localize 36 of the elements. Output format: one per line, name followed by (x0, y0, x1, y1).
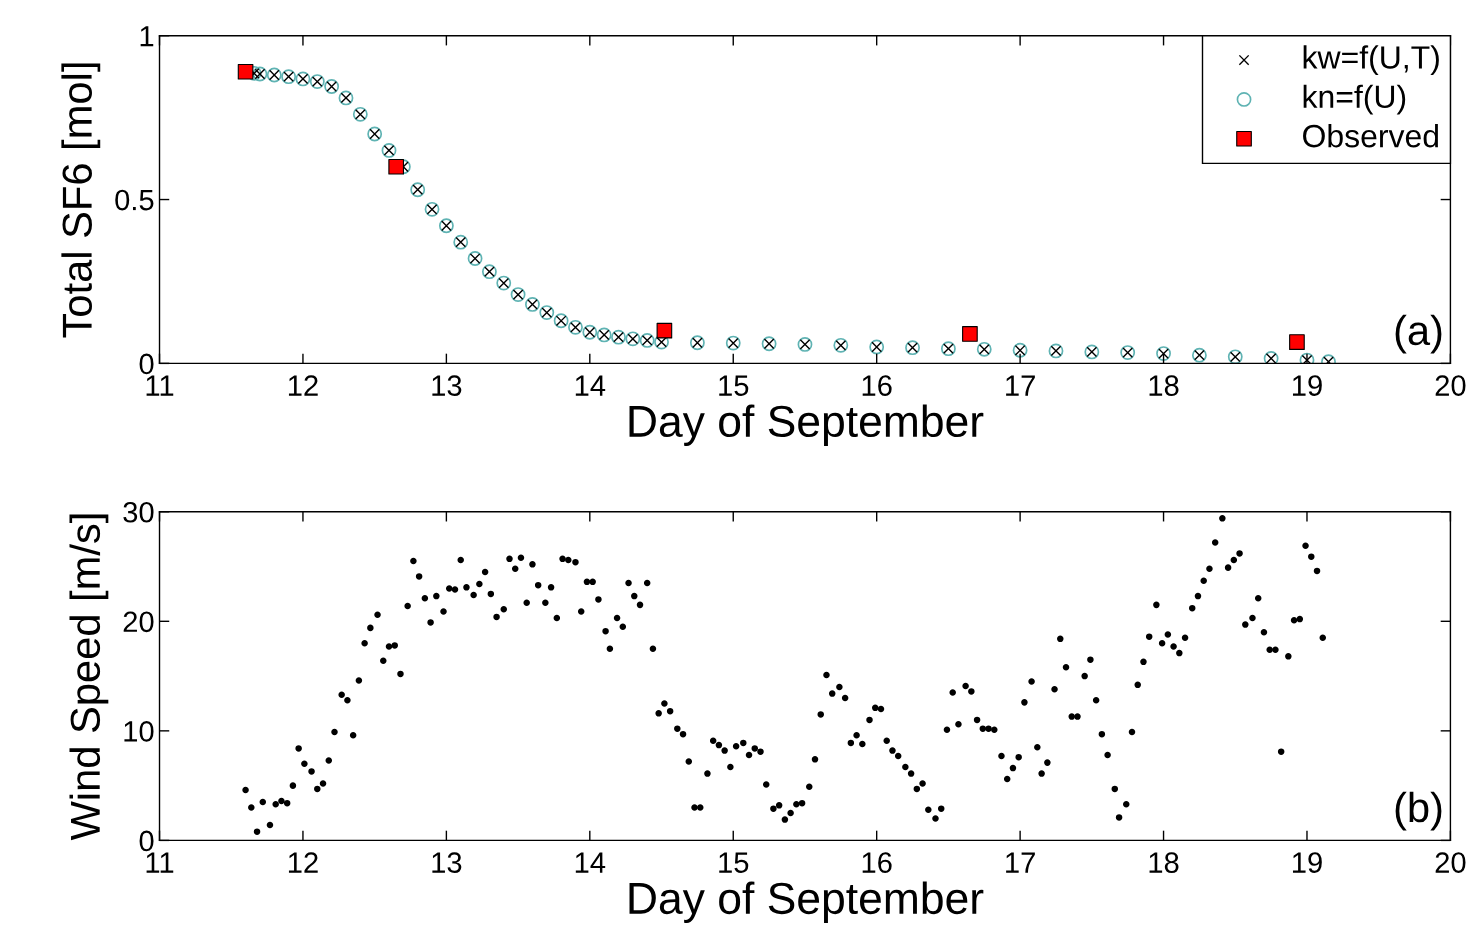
x-tick-label: 19 (1292, 852, 1322, 873)
x-tick-label: 15 (719, 852, 749, 873)
x-tick-label: 13 (432, 852, 462, 873)
x-tick-label: 16 (862, 852, 892, 873)
y-tick-label: 0 (139, 830, 154, 852)
y-tick-label: 1 (140, 26, 154, 47)
x-tick-label: 11 (146, 852, 174, 873)
x-tick-label: 17 (1006, 852, 1035, 873)
y-axis-title: Total SF6 [mol] (61, 63, 101, 338)
x-axis-title: Day of September (629, 881, 984, 923)
x-tick-label: 12 (288, 852, 318, 873)
y-tick-label: 30 (123, 501, 154, 523)
x-tick-label: 17 (1006, 375, 1035, 396)
legend-label: Observed (1303, 123, 1438, 148)
x-tick-label: 20 (1435, 375, 1466, 396)
x-tick-label: 13 (432, 375, 462, 396)
x-tick-label: 16 (862, 375, 892, 396)
x-tick-label: 12 (288, 375, 318, 396)
x-tick-label: 11 (146, 375, 174, 396)
x-tick-label: 20 (1435, 852, 1466, 873)
x-tick-label: 18 (1149, 852, 1179, 873)
x-tick-label: 19 (1292, 375, 1322, 396)
annotation: (b) (1395, 791, 1442, 831)
x-tick-label: 15 (719, 375, 749, 396)
y-tick-label: 0.5 (115, 189, 154, 211)
x-tick-label: 14 (575, 375, 606, 396)
y-axis-title: Wind Speed [m/s] (69, 514, 109, 841)
y-tick-label: 0 (139, 353, 154, 375)
y-tick-label: 10 (124, 721, 154, 742)
x-axis-title: Day of September (629, 404, 984, 446)
x-tick-label: 18 (1149, 375, 1179, 396)
annotation: (a) (1395, 314, 1442, 354)
legend-label: kw=f(U,T) (1303, 45, 1439, 76)
x-tick-label: 14 (575, 852, 606, 873)
y-tick-label: 20 (123, 611, 154, 633)
legend-label: kn=f(U) (1303, 84, 1406, 115)
